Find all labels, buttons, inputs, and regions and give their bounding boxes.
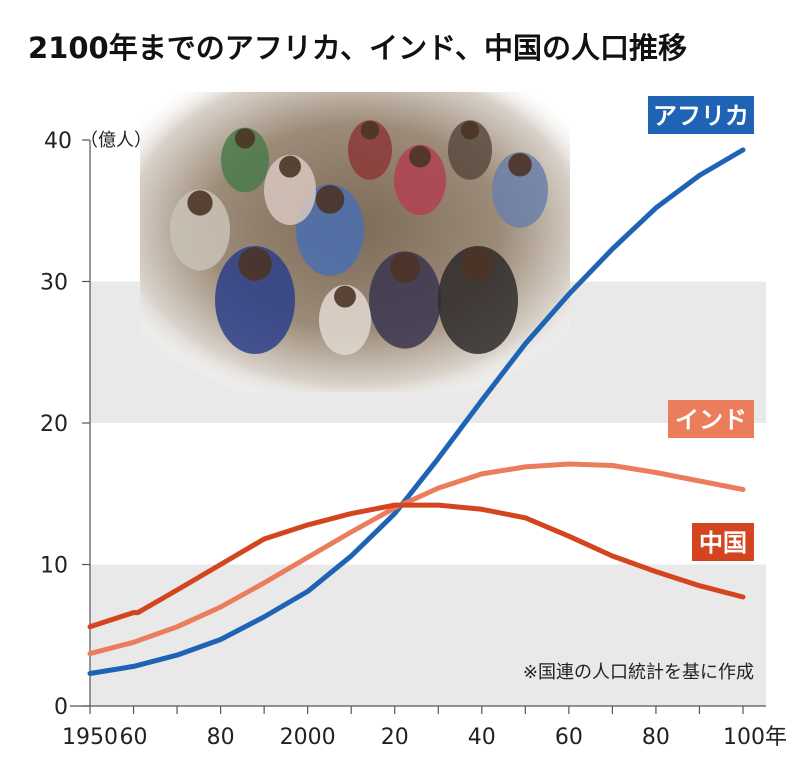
- series-line-2: [87, 502, 746, 630]
- photo-inset: [140, 92, 570, 392]
- photo-figure: [369, 251, 441, 349]
- photo-face: [234, 128, 256, 149]
- chart-title: 2100年までのアフリカ、インド、中国の人口推移: [28, 31, 687, 65]
- x-ticks: 1950 60 80 2000 20 40 60 80 100年: [62, 706, 787, 750]
- photo-face: [508, 153, 532, 177]
- x-tick-label: 2000: [280, 725, 336, 750]
- photo-figure: [264, 154, 316, 226]
- x-tick-label: 1950: [62, 725, 118, 750]
- y-ticks: 0 10 20 30 40: [40, 129, 90, 720]
- source-note: ※国連の人口統計を基に作成: [523, 662, 754, 683]
- x-tick-label: 20: [381, 725, 409, 750]
- photo-face: [279, 155, 301, 178]
- photo-face: [360, 120, 380, 140]
- photo-figure: [448, 120, 492, 180]
- photo-figure: [348, 120, 392, 180]
- series-line-1: [87, 461, 746, 657]
- photo-face: [315, 185, 345, 214]
- x-tick-label: 40: [468, 725, 496, 750]
- photo-figure: [296, 184, 364, 276]
- x-tick-label: 80: [642, 725, 670, 750]
- x-tick-label: 60: [555, 725, 583, 750]
- photo-face: [238, 247, 272, 281]
- series-lines: [87, 147, 746, 676]
- series-line-0: [87, 147, 746, 676]
- photo-face: [460, 120, 480, 140]
- x-tick-label: 80: [207, 725, 235, 750]
- photo-figure: [170, 189, 230, 271]
- series-label-box-1: [668, 400, 754, 438]
- x-tick-label: 60: [120, 725, 148, 750]
- photo-figure: [394, 144, 446, 216]
- photo-figure: [319, 284, 371, 356]
- photo-face: [334, 285, 356, 308]
- photo-face: [187, 190, 213, 216]
- y-unit-label: （億人）: [80, 130, 152, 151]
- y-tick-label: 20: [40, 412, 68, 437]
- x-tick-label: 100年: [723, 725, 787, 750]
- series-label-box-2: [692, 523, 754, 561]
- series-label-0: アフリカ: [653, 102, 749, 130]
- y-tick-label: 10: [40, 554, 68, 579]
- y-tick-label: 40: [44, 129, 72, 154]
- grid-band-0: [90, 564, 766, 706]
- photo-face: [409, 145, 431, 168]
- y-tick-label: 0: [54, 695, 68, 720]
- series-label-2: 中国: [699, 529, 747, 557]
- photo-figure: [221, 127, 269, 193]
- y-tick-label: 30: [40, 271, 68, 296]
- photo-face: [461, 247, 495, 281]
- series-label-1: インド: [675, 406, 747, 434]
- photo-figure: [438, 246, 518, 354]
- photo-figure: [215, 246, 295, 354]
- photo-face: [389, 252, 421, 283]
- series-label-box-0: [648, 96, 754, 134]
- photo-figure: [492, 152, 548, 228]
